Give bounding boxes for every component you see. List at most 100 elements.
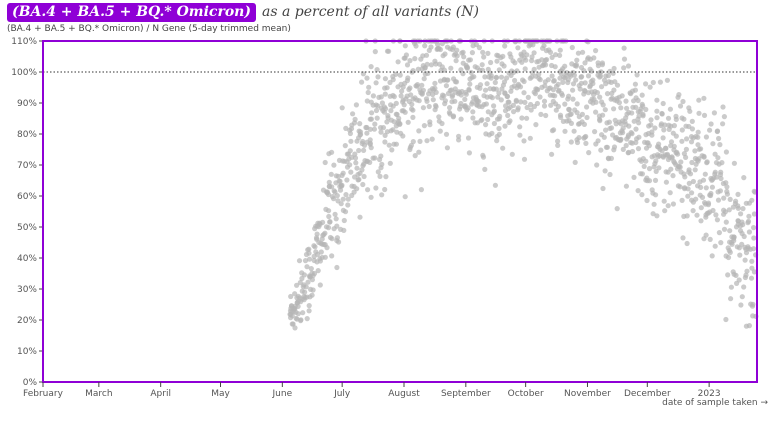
data-point [444,77,450,83]
data-point [350,111,356,117]
data-point [740,222,746,228]
data-point [598,147,604,153]
data-point [517,124,523,130]
data-point [442,98,448,104]
data-point [578,74,584,80]
data-point [380,125,386,131]
data-point [340,170,346,176]
data-point [644,197,650,204]
data-point [698,146,704,152]
data-point [614,206,620,212]
data-point [433,89,439,95]
data-point [709,184,716,190]
data-point [731,160,738,166]
data-point [408,92,414,98]
x-tick-label: 2023 [698,389,721,399]
y-tick-label: 0% [23,378,38,388]
data-point [504,93,510,99]
data-point [698,184,704,190]
data-point [511,77,518,84]
data-point [496,125,502,132]
data-point [566,106,572,112]
data-point [746,213,752,219]
x-tick-label: December [624,389,671,399]
data-point [496,131,502,137]
data-point [428,62,434,68]
data-point [467,81,473,87]
data-point [714,128,721,134]
data-point [382,186,388,193]
data-point [646,178,653,184]
data-point [597,94,603,100]
data-point [456,133,462,139]
data-point [382,91,388,97]
data-point [430,97,436,103]
data-point [302,258,309,264]
data-point [483,101,489,107]
data-point [457,106,463,112]
x-tick-label: April [150,389,171,399]
data-point [384,119,390,125]
data-point [453,58,459,64]
data-point [437,128,443,134]
data-point [700,177,707,183]
data-point [727,196,733,202]
data-point [727,228,733,234]
data-point [450,44,456,50]
data-point [372,49,378,55]
data-point [527,135,533,141]
data-point [324,245,330,251]
data-point [508,54,514,60]
data-point [397,72,403,78]
data-point [399,88,405,94]
data-point [367,137,373,143]
data-point [365,187,371,193]
data-point [489,130,495,136]
data-point [621,56,628,62]
data-point [295,303,301,309]
data-point [424,98,430,104]
data-point [477,82,484,88]
data-point [352,151,358,157]
data-point [670,173,676,179]
data-point [340,196,346,202]
data-point [466,87,472,93]
data-point [723,316,729,323]
data-point [315,268,321,274]
data-point [643,158,649,164]
data-point [388,108,394,114]
data-point [571,72,578,78]
data-point [394,111,400,118]
data-point [482,166,488,172]
data-point [432,80,438,86]
data-point [485,109,491,115]
data-point [555,138,561,144]
data-point [742,274,749,281]
data-point [329,184,335,190]
data-point [489,95,495,101]
data-point [602,107,608,113]
data-point [588,68,595,74]
data-point [674,149,680,155]
data-point [713,212,719,218]
data-point [647,84,653,90]
data-point [301,272,307,278]
data-point [751,235,757,241]
y-tick-label: 70% [17,161,37,171]
data-point [712,169,718,175]
data-point [367,126,373,132]
data-point [480,49,486,55]
data-point [724,184,730,190]
data-point [549,73,555,79]
data-point [686,105,692,111]
data-point [731,234,737,240]
data-point [708,121,714,127]
data-point [665,115,672,121]
data-point [699,194,706,200]
data-point [354,186,360,192]
data-point [555,142,561,148]
data-point [464,107,470,113]
data-point [413,43,419,49]
data-point [483,122,489,128]
data-point [407,146,413,153]
